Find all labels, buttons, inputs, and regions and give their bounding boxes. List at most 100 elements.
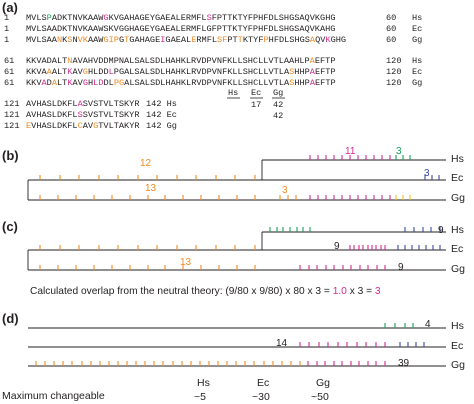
seq-end-number: 120: [386, 78, 402, 88]
seq-taxon-label: Hs: [412, 13, 423, 23]
branch-label-d-4: 4: [425, 319, 431, 330]
residue-segment: A: [46, 67, 52, 77]
formula-times: x 3 =: [346, 286, 375, 297]
max-col-hs-value: ~5: [194, 391, 206, 403]
residue-segment: SVSTVLTSKYR: [82, 99, 140, 109]
branch-label-c-13: 13: [180, 257, 192, 268]
residue-segment: S: [206, 13, 212, 23]
residue-segment: S: [289, 78, 295, 88]
seq-taxon-label: Ec: [412, 67, 423, 77]
residue-segment: A: [77, 99, 83, 109]
residue-segment: H: [88, 78, 94, 88]
branch-label-c-9b: 9: [334, 241, 340, 252]
residue-segment: LD: [93, 78, 104, 88]
seq-start-number: 1: [4, 35, 10, 45]
overlap-formula: Calculated overlap from the neutral theo…: [30, 286, 381, 297]
seq-start-number: 1: [4, 24, 10, 34]
residue-segment: SF: [217, 35, 228, 45]
max-col-gg-taxon: Gg: [316, 377, 331, 389]
formula-result: 3: [374, 286, 381, 297]
branch-label-d-39: 39: [398, 358, 410, 369]
residue-segment: MVLSAA: [26, 35, 57, 45]
residue-segment: HHP: [294, 78, 310, 88]
residue-segment: AV: [82, 121, 94, 131]
residue-segment: GAHAGE: [129, 35, 161, 45]
max-col-ec-taxon: Ec: [257, 377, 270, 389]
seq-start-number: 61: [4, 78, 15, 88]
residue-segment: E: [191, 35, 197, 45]
residue-segment: EFTP: [314, 67, 336, 77]
seq-end-number: 60: [386, 13, 397, 23]
seq-end-number: 142 Hs: [146, 99, 177, 109]
residue-segment: G: [82, 67, 88, 77]
seq-end-number: 60: [386, 35, 397, 45]
residue-segment: AVHASLDKFL: [26, 99, 78, 109]
seq-start-number: 1: [4, 13, 10, 23]
seq-taxon-label: Gg: [412, 35, 423, 45]
residue-segment: GHG: [330, 35, 347, 45]
residue-segment: A: [309, 67, 315, 77]
seq-start-number: 121: [4, 110, 20, 120]
seq-taxon-label: Gg: [412, 78, 423, 88]
sequence-row: AVHASLDKFLSSVSTVLTSKYR: [26, 110, 139, 120]
residue-segment: A: [309, 35, 316, 45]
branch-label-b-3: 3: [396, 146, 402, 157]
residue-segment: PG: [113, 78, 125, 88]
taxon-label-d-ec: Ec: [451, 340, 464, 352]
residue-segment: HHP: [294, 67, 310, 77]
residue-segment: ERMFL: [180, 13, 207, 23]
residue-segment: ALT: [51, 67, 68, 77]
taxon-label-b-gg: Gg: [451, 192, 466, 204]
residue-segment: HFDLSHGS: [268, 35, 310, 45]
residue-segment: AVAHVDDMPNALSALSDLHAHKLRVDPVNFKLLSHCLLVT…: [72, 56, 310, 66]
residue-segment: D: [46, 78, 52, 88]
residue-segment: K: [67, 78, 73, 88]
residue-segment: AVHASLDKFL: [26, 110, 78, 120]
panel-c-label: (c): [2, 219, 18, 234]
residue-segment: RMFL: [196, 35, 218, 45]
taxon-label-b-ec: Ec: [451, 172, 464, 184]
taxon-label-c-gg: Gg: [451, 263, 466, 275]
residue-segment: N: [72, 35, 78, 45]
residue-segment: MVLS: [26, 13, 47, 23]
residue-segment: EFTP: [314, 56, 336, 66]
sequence-row: EVHASLDKFLCAVGTVLTAKYR: [26, 121, 140, 131]
taxon-label-b-hs: Hs: [451, 153, 464, 165]
residue-segment: PGALSALSDLHAHKLRVDPVNFKLLSHCLLVTLA: [113, 67, 290, 77]
residue-segment: AV: [72, 78, 83, 88]
residue-segment: LT: [57, 78, 68, 88]
residue-segment: FPTTKTYFPHFDLSHGSAQVKGHG: [211, 13, 336, 23]
seq-start-number: 61: [4, 67, 15, 77]
seq-end-number: 142 Gg: [146, 121, 177, 131]
seq-start-number: 121: [4, 121, 20, 131]
residue-segment: A: [41, 78, 47, 88]
seq-start-number: 61: [4, 56, 15, 66]
branch-label-c-9c: 9: [398, 262, 404, 273]
panel-b-label: (b): [2, 148, 19, 163]
residue-segment: G: [118, 35, 125, 45]
taxon-label-d-hs: Hs: [451, 320, 464, 332]
residue-segment: P: [46, 13, 52, 23]
residue-segment: K: [62, 35, 68, 45]
residue-segment: S: [77, 110, 83, 120]
residue-segment: I: [160, 35, 166, 45]
residue-segment: P: [263, 35, 269, 45]
table-cell-gg-2: 42: [273, 111, 284, 121]
residue-segment: KVGAHAGEYGAEAL: [108, 13, 181, 23]
max-col-ec-value: ~30: [252, 391, 270, 403]
seq-end-number: 120: [386, 56, 402, 66]
residue-segment: G: [93, 121, 99, 131]
residue-segment: VK: [77, 35, 88, 45]
residue-segment: ADKTNVKAAW: [51, 13, 104, 23]
residue-segment: K: [325, 35, 331, 45]
residue-segment: PT: [227, 35, 238, 45]
residue-segment: S: [289, 67, 295, 77]
sequence-row: KKVAAALTKAVGHLDDLPGALSALSDLHAHKLRVDPVNFK…: [26, 67, 336, 77]
seq-end-number: 60: [386, 24, 397, 34]
branch-label-d-14: 14: [276, 338, 288, 349]
residue-segment: A: [309, 78, 316, 88]
sequence-row: AVHASLDKFLASVSTVLTSKYR: [26, 99, 139, 109]
